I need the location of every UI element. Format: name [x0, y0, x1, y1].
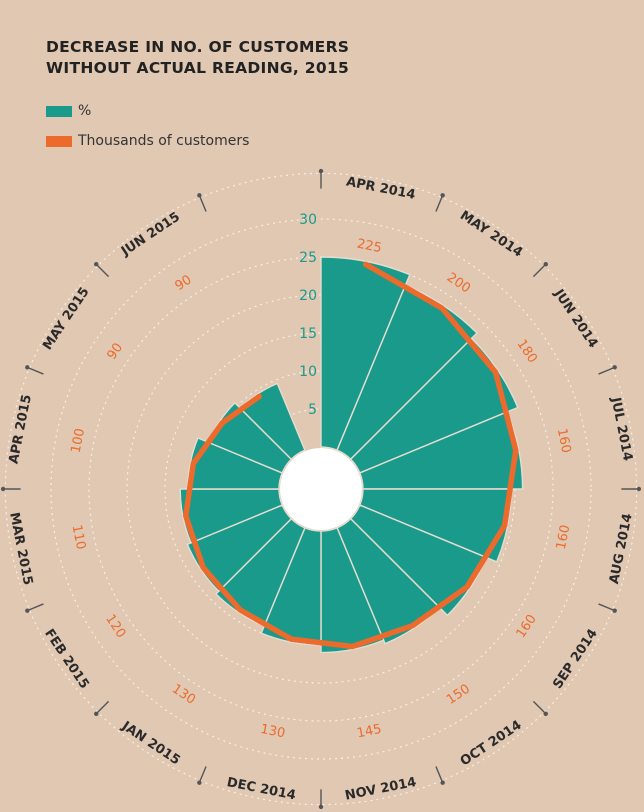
month-label-apr-2014: APR 2014: [345, 174, 417, 202]
boundary-tick-dot: [25, 608, 30, 613]
boundary-tick: [198, 766, 207, 783]
thousands-label: 160: [514, 612, 540, 641]
boundary-tick-dot: [94, 711, 99, 716]
boundary-tick: [532, 700, 547, 715]
month-label-jun-2015: JUN 2015: [118, 210, 183, 260]
month-label-jun-2014: JUN 2014: [550, 286, 600, 351]
month-label-may-2014: MAY 2014: [457, 208, 525, 260]
boundary-tick: [27, 603, 44, 612]
month-label-may-2015: MAY 2015: [40, 285, 92, 353]
bar-feb-2015: [186, 504, 293, 593]
legend-label-thousands: Thousands of customers: [78, 133, 250, 149]
boundary-tick: [598, 366, 615, 375]
percent-axis: 5 10 15 20 25 30: [299, 212, 317, 418]
boundary-ticks: [0, 168, 642, 810]
boundary-tick: [198, 195, 207, 212]
boundary-tick-dot: [94, 262, 99, 267]
legend-item-thousands: Thousands of customers: [46, 128, 249, 154]
thousands-label: 145: [356, 722, 383, 742]
legend-item-percent: %: [46, 98, 249, 124]
boundary-tick-dot: [25, 365, 30, 370]
percent-tick-label: 20: [299, 288, 317, 304]
thousands-label: 150: [444, 682, 473, 708]
boundary-tick-dot: [440, 193, 445, 198]
boundary-tick: [598, 603, 615, 612]
boundary-tick: [532, 263, 547, 278]
bar-may-2014: [336, 284, 478, 461]
legend-label-percent: %: [78, 103, 92, 119]
month-label-feb-2015: FEB 2015: [41, 627, 91, 692]
line-thousands-of-customers: [183, 261, 519, 650]
thousands-label: 100: [69, 427, 89, 454]
boundary-tick-dot: [612, 608, 617, 613]
thousands-label: 90: [104, 341, 126, 363]
month-label-sep-2014: SEP 2014: [550, 626, 601, 691]
thousands-label: 130: [259, 722, 286, 742]
boundary-tick-dot: [543, 711, 548, 716]
thousands-label: 225: [356, 237, 383, 257]
boundary-tick: [27, 366, 44, 375]
boundary-tick: [435, 195, 444, 212]
month-label-oct-2014: OCT 2014: [458, 718, 525, 769]
thousands-label: 160: [554, 427, 574, 454]
thousands-label: 180: [514, 337, 540, 366]
boundary-tick-dot: [318, 168, 324, 174]
boundary-tick-dot: [612, 365, 617, 370]
thousands-label: 130: [169, 682, 198, 708]
bar-apr-2014: [320, 256, 411, 452]
chart-title: DECREASE IN NO. OF CUSTOMERS WITHOUT ACT…: [46, 37, 349, 79]
percent-tick-label: 25: [299, 250, 317, 266]
boundary-tick-dot: [440, 780, 445, 785]
legend: % Thousands of customers: [46, 98, 249, 158]
boundary-tick-dot: [197, 193, 202, 198]
boundary-tick-dot: [636, 486, 642, 492]
legend-swatch-teal: [46, 105, 72, 117]
chart-title-line-2: WITHOUT ACTUAL READING, 2015: [46, 59, 350, 77]
thousands-label: 120: [102, 612, 128, 641]
legend-swatch-orange: [46, 135, 72, 147]
thousands-label: 160: [554, 524, 574, 551]
boundary-tick-dot: [0, 486, 6, 492]
thousands-label: 200: [444, 270, 473, 296]
thousands-label: 90: [173, 272, 195, 294]
boundary-tick: [435, 766, 444, 783]
boundary-tick: [95, 700, 110, 715]
bar-nov-2014: [320, 526, 385, 654]
bar-mar-2015: [179, 488, 284, 544]
bar-jun-2014: [349, 337, 519, 474]
boundary-tick-dot: [543, 262, 548, 267]
bar-dec-2014: [260, 526, 322, 646]
month-label-nov-2014: NOV 2014: [344, 775, 418, 804]
boundary-tick-dot: [318, 804, 324, 810]
center-hole: [280, 448, 362, 530]
percent-tick-label: 10: [299, 364, 317, 380]
boundary-tick: [95, 263, 110, 278]
percent-tick-label: 15: [299, 326, 317, 342]
percent-tick-label: 30: [299, 212, 317, 228]
percent-tick-label: 5: [308, 402, 317, 418]
boundary-tick-dot: [197, 780, 202, 785]
thousands-label: 110: [69, 524, 89, 551]
month-label-dec-2014: DEC 2014: [226, 775, 298, 803]
bars: [179, 256, 524, 654]
chart-title-line-1: DECREASE IN NO. OF CUSTOMERS: [46, 38, 350, 56]
month-label-jan-2015: JAN 2015: [118, 718, 182, 768]
grid-circle: [50, 218, 592, 760]
